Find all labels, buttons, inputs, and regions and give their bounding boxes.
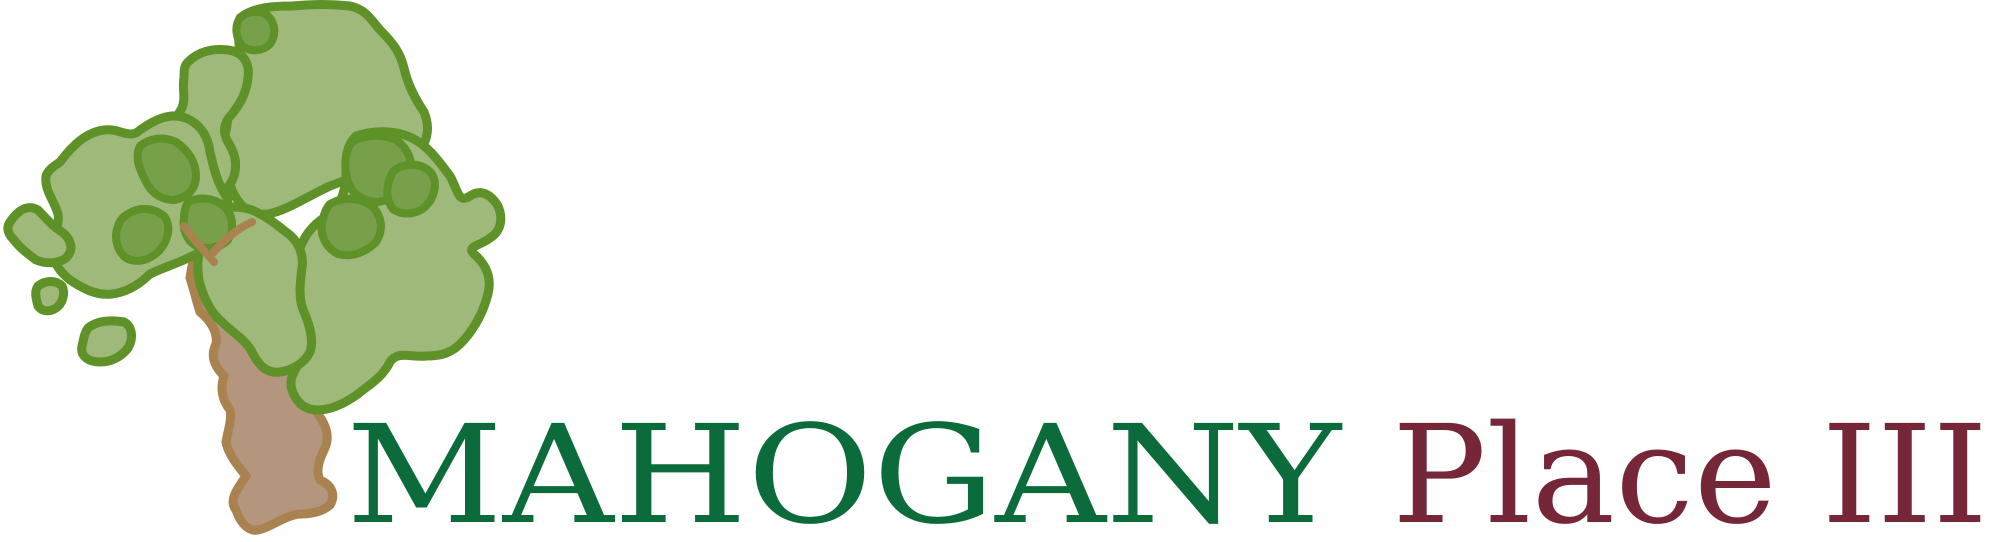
foliage-inner-leaf-2 xyxy=(112,205,173,265)
foliage-inner-leaf-1 xyxy=(133,134,200,204)
foliage-leaf-small xyxy=(31,277,69,316)
tree-branch-1 xyxy=(206,218,256,260)
tree-branch-2 xyxy=(180,222,218,266)
mahogany-tree-icon xyxy=(3,0,506,535)
sub-name: Place III xyxy=(1392,397,1988,542)
foliage-inner-leaf-6 xyxy=(317,195,385,260)
foliage-leaf-bottom-left xyxy=(77,316,136,367)
foliage-leaf-far-left xyxy=(3,203,76,268)
foliage-inner-leaf-7 xyxy=(232,7,279,55)
foliage-cluster-center xyxy=(193,202,317,377)
foliage-inner-leaf-5 xyxy=(383,160,439,218)
